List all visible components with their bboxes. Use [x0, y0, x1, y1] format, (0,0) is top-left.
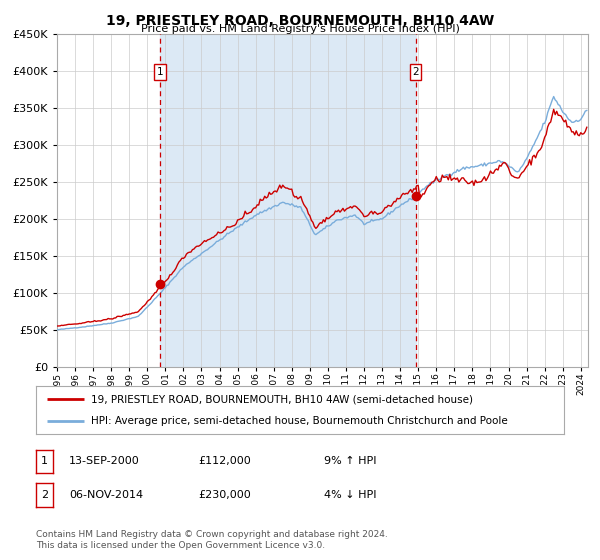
Text: Price paid vs. HM Land Registry's House Price Index (HPI): Price paid vs. HM Land Registry's House … — [140, 24, 460, 34]
Text: 2: 2 — [41, 490, 48, 500]
Text: 06-NOV-2014: 06-NOV-2014 — [69, 490, 143, 500]
Text: 19, PRIESTLEY ROAD, BOURNEMOUTH, BH10 4AW: 19, PRIESTLEY ROAD, BOURNEMOUTH, BH10 4A… — [106, 14, 494, 28]
Text: HPI: Average price, semi-detached house, Bournemouth Christchurch and Poole: HPI: Average price, semi-detached house,… — [91, 416, 508, 426]
Bar — [160, 34, 416, 367]
Text: Contains HM Land Registry data © Crown copyright and database right 2024.: Contains HM Land Registry data © Crown c… — [36, 530, 388, 539]
Text: This data is licensed under the Open Government Licence v3.0.: This data is licensed under the Open Gov… — [36, 541, 325, 550]
Text: 2: 2 — [412, 67, 419, 77]
Text: 4% ↓ HPI: 4% ↓ HPI — [324, 490, 377, 500]
Text: £230,000: £230,000 — [198, 490, 251, 500]
Text: 19, PRIESTLEY ROAD, BOURNEMOUTH, BH10 4AW (semi-detached house): 19, PRIESTLEY ROAD, BOURNEMOUTH, BH10 4A… — [91, 394, 473, 404]
Text: 1: 1 — [41, 456, 48, 466]
Text: 1: 1 — [157, 67, 163, 77]
Text: 13-SEP-2000: 13-SEP-2000 — [69, 456, 140, 466]
Text: 9% ↑ HPI: 9% ↑ HPI — [324, 456, 377, 466]
Text: £112,000: £112,000 — [198, 456, 251, 466]
